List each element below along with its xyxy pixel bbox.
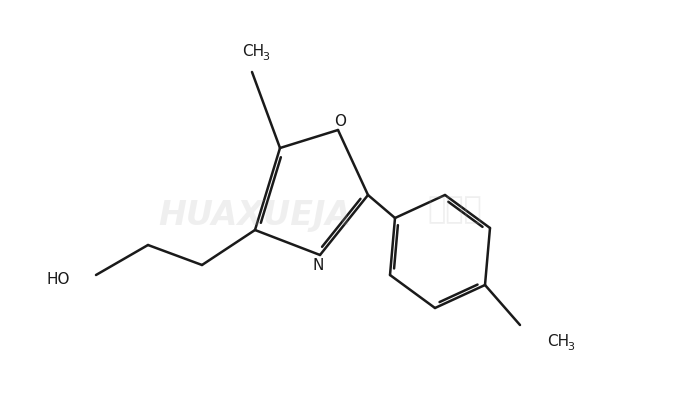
Text: CH: CH — [547, 335, 569, 350]
Text: HUAXUEJA: HUAXUEJA — [159, 198, 352, 231]
Text: 3: 3 — [262, 52, 269, 62]
Text: CH: CH — [242, 45, 264, 59]
Text: HO: HO — [47, 272, 70, 288]
Text: N: N — [313, 258, 324, 272]
Text: 3: 3 — [567, 342, 574, 352]
Text: O: O — [334, 115, 346, 130]
Text: 化学加: 化学加 — [428, 196, 483, 225]
